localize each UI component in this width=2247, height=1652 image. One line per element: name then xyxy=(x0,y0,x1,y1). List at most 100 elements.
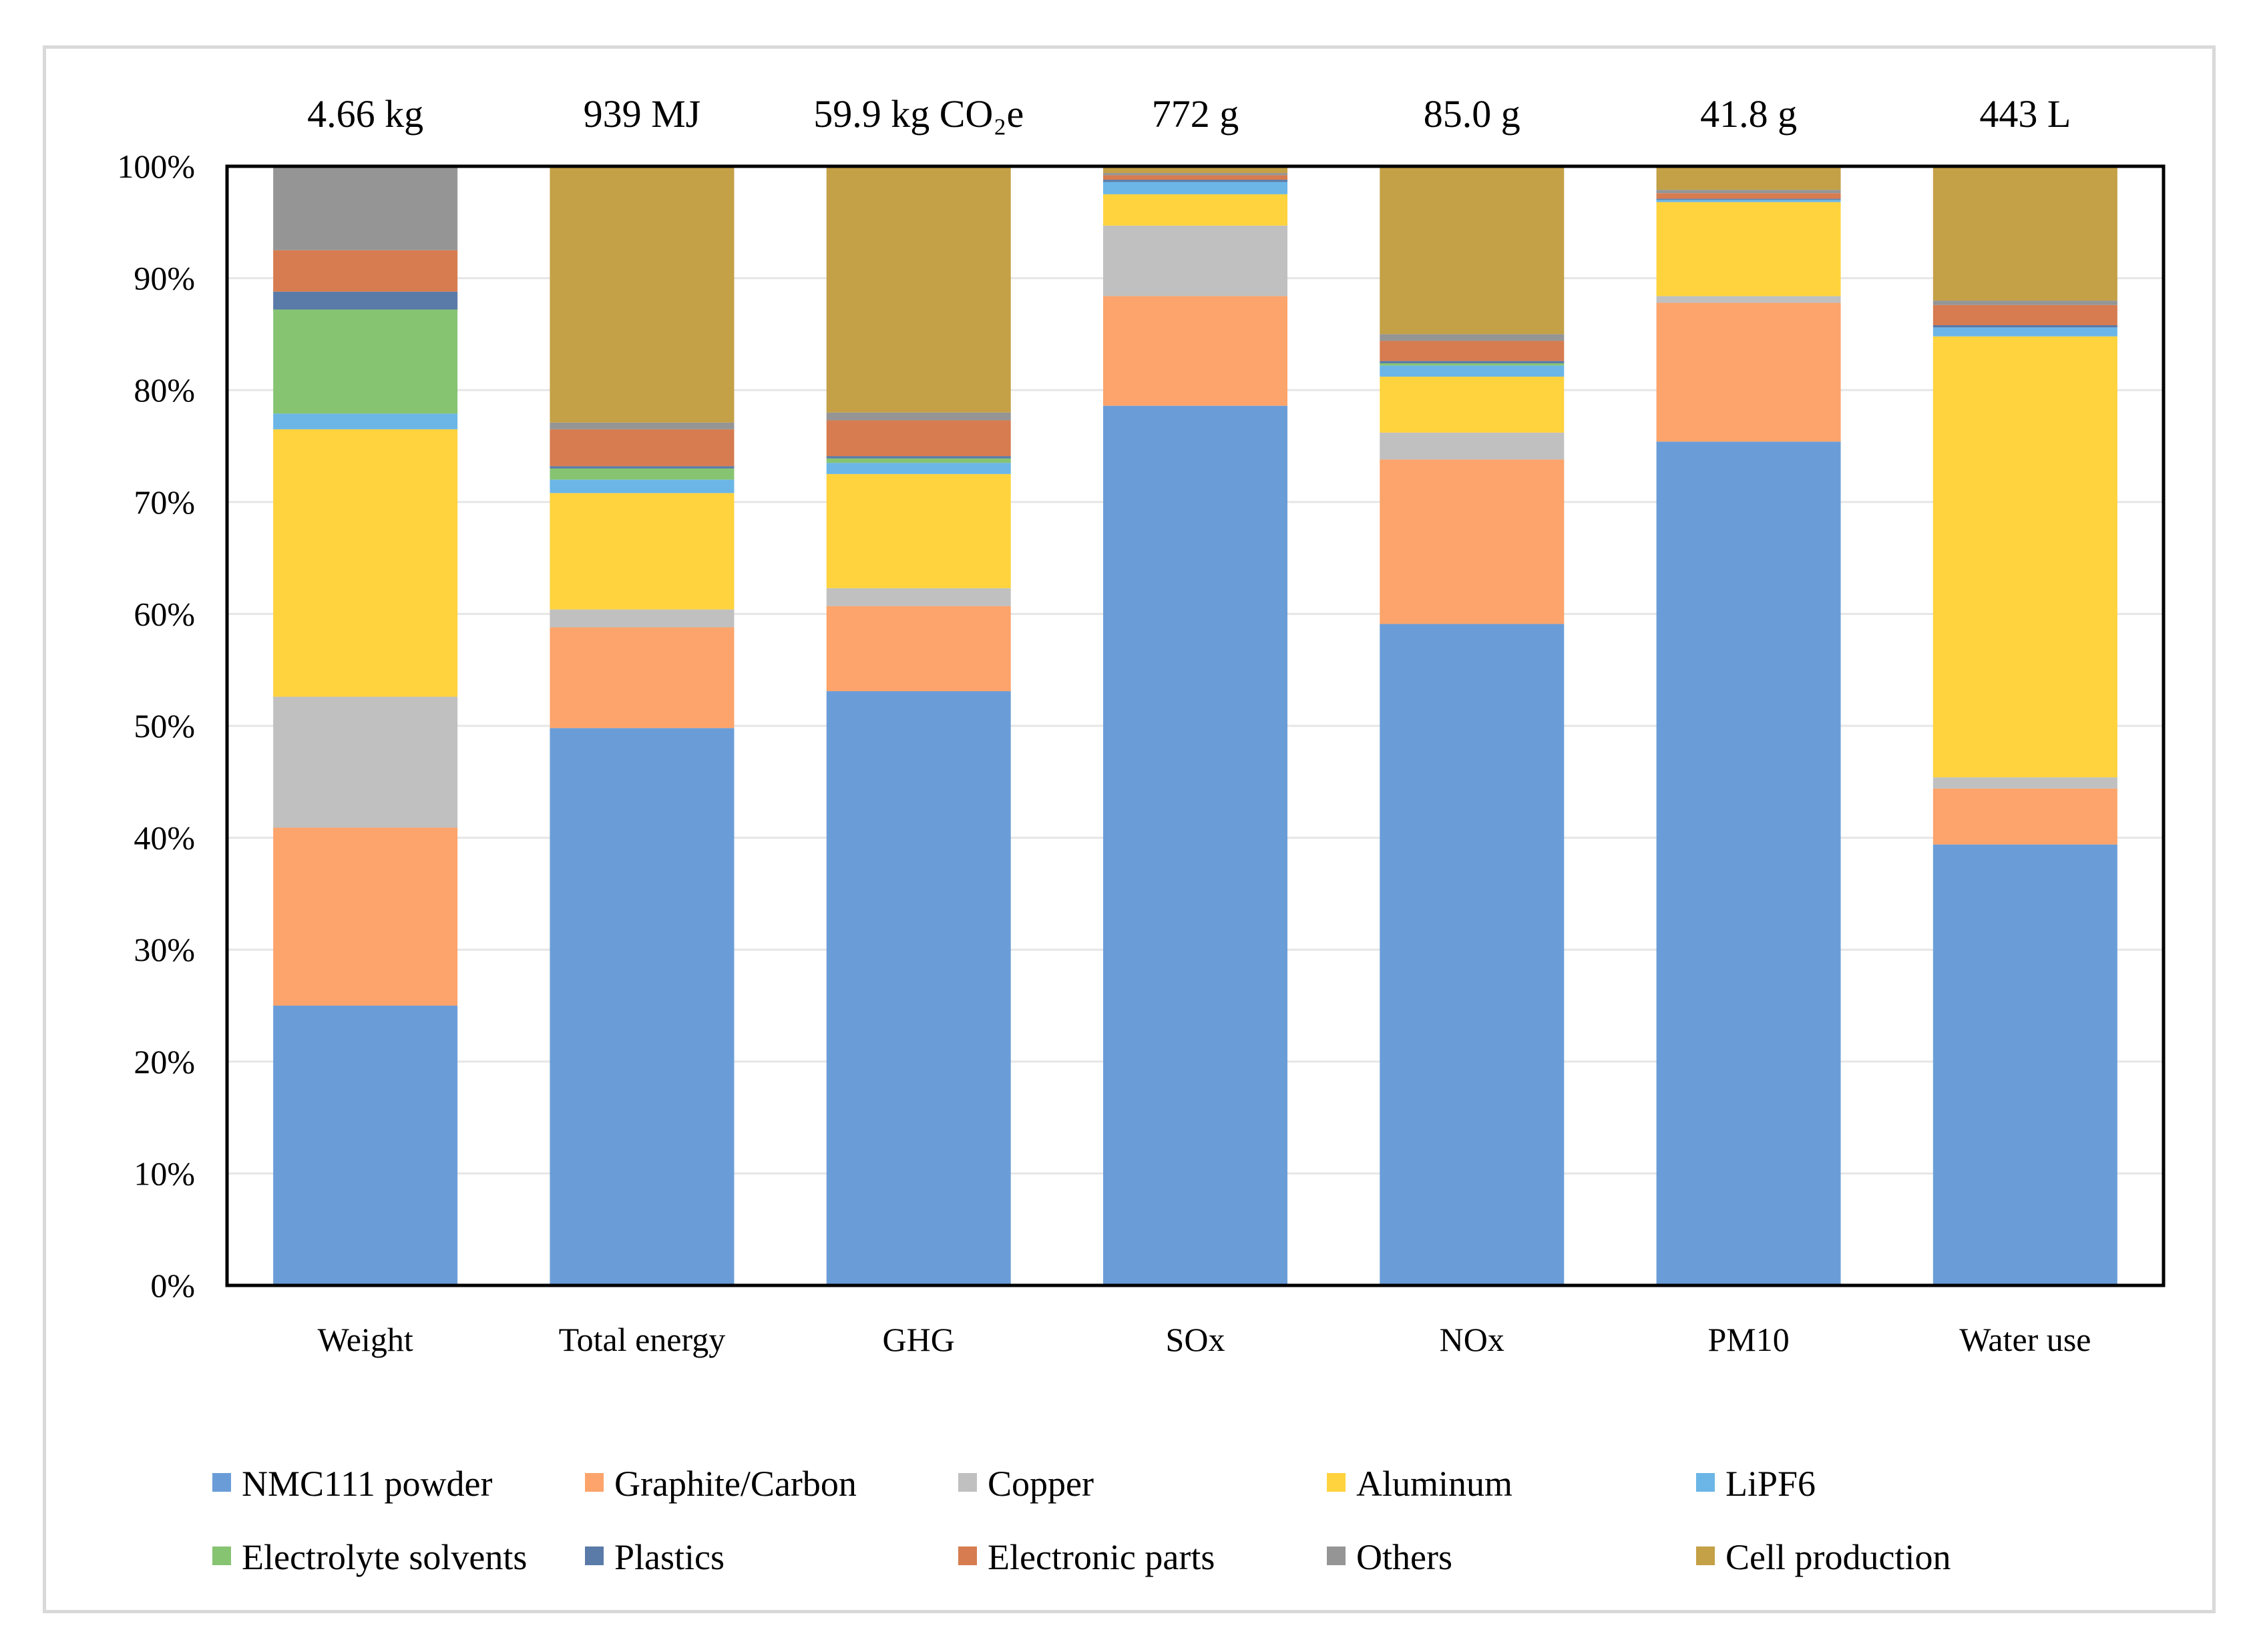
bar-segment xyxy=(826,458,1011,463)
legend-item: LiPF6 xyxy=(1696,1464,1816,1504)
bar-segment xyxy=(826,691,1011,1285)
bar-stack xyxy=(1103,166,1287,1285)
bar-segment xyxy=(1103,166,1287,174)
bar-segment xyxy=(1380,432,1565,460)
bar-segment xyxy=(1932,304,2117,325)
bar-segment xyxy=(1103,175,1287,180)
bar-segment xyxy=(1380,377,1565,433)
legend-swatch xyxy=(212,1546,231,1565)
bar-segment xyxy=(273,291,458,310)
legend-item: Aluminum xyxy=(1327,1464,1512,1504)
y-tick-label: 100% xyxy=(117,148,195,185)
bar-segment xyxy=(1932,788,2117,845)
legend-swatch xyxy=(1327,1473,1346,1492)
y-tick-label: 60% xyxy=(134,595,195,632)
legend-swatch xyxy=(1696,1473,1715,1492)
legend-label: Others xyxy=(1356,1537,1452,1577)
legend-swatch xyxy=(1696,1546,1715,1565)
bar-segment xyxy=(1656,202,1841,296)
bar-segment xyxy=(1380,341,1565,361)
y-tick-label: 50% xyxy=(134,707,195,745)
bar-segment xyxy=(550,479,735,493)
y-tick-label: 70% xyxy=(134,483,195,521)
bar-segment xyxy=(1656,441,1841,1285)
y-tick-label: 80% xyxy=(134,371,195,409)
bar-segment xyxy=(1656,200,1841,202)
legend-label: Electronic parts xyxy=(988,1537,1215,1577)
bar-segment xyxy=(1656,302,1841,442)
legend-item: Plastics xyxy=(585,1537,725,1577)
bar-segment xyxy=(550,728,735,1285)
legend-label: Copper xyxy=(988,1464,1094,1504)
bar-segment xyxy=(1656,198,1841,200)
bar-segment xyxy=(1656,296,1841,303)
bar-total-label: 41.8 g xyxy=(1700,92,1797,136)
legend-swatch xyxy=(958,1473,977,1492)
bar-segment xyxy=(826,606,1011,692)
bar-segment xyxy=(1103,194,1287,226)
x-tick-label: PM10 xyxy=(1707,1321,1789,1358)
legend-label: Plastics xyxy=(614,1537,725,1577)
bar-segment xyxy=(1103,182,1287,194)
x-tick-label: GHG xyxy=(883,1321,955,1358)
bar-segment xyxy=(1932,336,2117,778)
bar-segment xyxy=(1932,300,2117,305)
legend-label: Electrolyte solvents xyxy=(242,1537,527,1577)
bar-segment xyxy=(273,1006,458,1285)
bar-stack xyxy=(1932,166,2117,1285)
y-axis-ticks: 0% 10% 20% 30% 40% 50% 60% 70% 80% 90% 100% xyxy=(117,148,195,1304)
bar-segment xyxy=(273,696,458,828)
legend-item: Cell production xyxy=(1696,1537,1951,1577)
y-tick-label: 30% xyxy=(134,931,195,968)
bar-segment xyxy=(550,429,735,467)
bar-segment xyxy=(1103,405,1287,1285)
y-tick-label: 0% xyxy=(150,1267,195,1304)
bar-segment xyxy=(550,422,735,429)
bar-segment xyxy=(1380,363,1565,366)
bar-segment xyxy=(550,468,735,480)
bar-segment xyxy=(1656,166,1841,190)
legend-item: Others xyxy=(1327,1537,1452,1577)
bar-segment xyxy=(273,166,458,250)
bar-stack xyxy=(550,166,735,1285)
bar-segment xyxy=(826,473,1011,588)
bar-stack xyxy=(826,166,1011,1285)
legend-item: Copper xyxy=(958,1464,1094,1504)
legend-item: Electronic parts xyxy=(958,1537,1215,1577)
bar-total-label: 772 g xyxy=(1152,92,1239,136)
bar-segment xyxy=(273,429,458,697)
bar-stack xyxy=(1656,166,1841,1285)
bar-segment xyxy=(826,166,1011,413)
legend-item: Electrolyte solvents xyxy=(212,1537,527,1577)
x-tick-label: Water use xyxy=(1959,1321,2091,1358)
bar-total-label: 59.9 kg CO₂e xyxy=(813,92,1024,136)
x-axis-ticks: Weight Total energy GHG SOx NOx PM10 Water use xyxy=(318,1321,2091,1358)
bar-segment xyxy=(826,412,1011,421)
y-tick-label: 90% xyxy=(134,260,195,297)
legend-swatch xyxy=(212,1473,231,1492)
bar-segment xyxy=(1103,296,1287,406)
plot-border xyxy=(225,164,2166,1287)
bar-stack xyxy=(1380,166,1565,1285)
bar-segment xyxy=(550,609,735,628)
bar-segment xyxy=(1932,844,2117,1285)
bar-segment xyxy=(550,493,735,610)
bar-segment xyxy=(1932,777,2117,789)
bar-segment xyxy=(1380,459,1565,624)
bar-segment xyxy=(1932,325,2117,328)
legend-label: Cell production xyxy=(1725,1537,1951,1577)
bar-segment xyxy=(1380,365,1565,377)
bar-segment xyxy=(1380,334,1565,341)
legend-label: LiPF6 xyxy=(1725,1464,1816,1504)
bar-segment xyxy=(1103,173,1287,176)
legend-swatch xyxy=(958,1546,977,1565)
bar-segment xyxy=(1932,166,2117,301)
x-tick-label: SOx xyxy=(1166,1321,1225,1358)
legend-label: NMC111 powder xyxy=(242,1464,492,1504)
legend-item: Graphite/Carbon xyxy=(585,1464,857,1504)
bar-segment xyxy=(273,309,458,414)
bar-segment xyxy=(550,466,735,469)
legend-label: Graphite/Carbon xyxy=(614,1464,857,1504)
bar-totals: 4.66 kg 939 MJ 59.9 kg CO₂e 772 g 85.0 g 41.8… xyxy=(307,92,2071,136)
